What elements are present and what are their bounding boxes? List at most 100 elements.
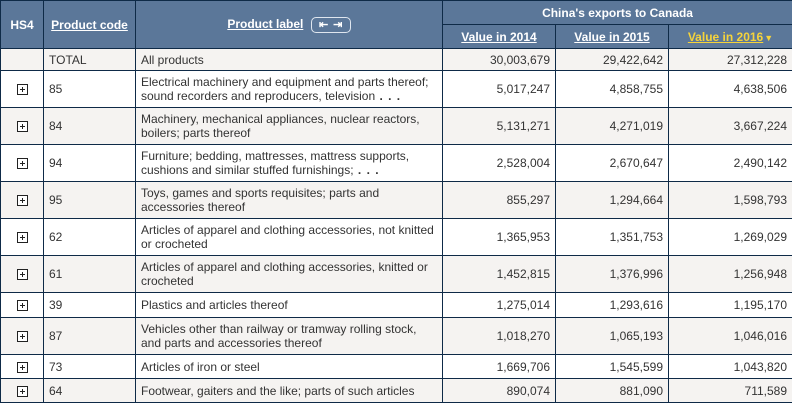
product-label-cell: Electrical machinery and equipment and p… [135,70,443,108]
product-code-cell: 95 [43,181,136,219]
value-2015-cell: 1,293,616 [555,292,669,318]
expand-cell [0,181,44,219]
value-2015-cell: 2,670,647 [555,144,669,182]
table-row: 62 Articles of apparel and clothing acces… [0,218,792,256]
value-2016-cell: 1,043,820 [667,354,792,379]
product-code-sort-link[interactable]: Product code [51,17,128,32]
product-label-cell: Articles of iron or steel [135,354,443,379]
label-width-toggle-button[interactable]: ⇤ ⇥ [310,16,351,33]
product-code-cell: 39 [43,292,136,318]
value-2016-cell: 4,638,506 [667,70,792,108]
product-code-cell: 61 [43,255,136,293]
product-code-cell: 62 [43,218,136,256]
value-2015-cell: 1,065,193 [555,317,669,355]
product-label-cell: Furniture; bedding, mattresses, mattress… [135,144,443,182]
product-label-text: Electrical machinery and equipment and p… [141,75,429,103]
value-2015-cell: 1,294,664 [555,181,669,219]
product-label-text: Footwear, gaiters and the like; parts of… [141,383,415,398]
product-label-text: Articles of apparel and clothing accesso… [141,260,428,288]
product-label-text: Machinery, mechanical appliances, nuclea… [141,112,420,140]
expand-cell [0,144,44,182]
product-label-text: Vehicles other than railway or tramway r… [141,322,417,350]
product-code-cell: 87 [43,317,136,355]
product-label-cell: All products [135,48,443,71]
table-row: 94 Furniture; bedding, mattresses, mattre… [0,144,792,182]
value-2014-cell: 1,275,014 [442,292,556,318]
expand-cell [0,107,44,145]
product-label-cell: Vehicles other than railway or tramway r… [135,317,443,355]
expand-plus-icon[interactable] [16,300,28,312]
value-2014-cell: 30,003,679 [442,48,556,71]
value-2015-cell: 881,090 [555,378,669,403]
value-2016-cell: 1,046,016 [667,317,792,355]
expand-cell [0,292,44,318]
value-2015-cell: 1,376,996 [555,255,669,293]
expand-plus-icon[interactable] [16,269,28,281]
value-2016-cell: 27,312,228 [667,48,792,71]
expand-cell [0,317,44,355]
exports-group-title: China's exports to Canada [542,5,693,20]
product-code-cell: TOTAL [43,48,136,71]
product-label-text: Plastics and articles thereof [141,298,288,312]
value-2014-header: Value in 2014 [442,24,556,49]
table-row: 61 Articles of apparel and clothing acces… [0,255,792,293]
expand-plus-icon[interactable] [16,121,28,133]
product-code-header: Product code [43,0,136,49]
value-2016-cell: 3,667,224 [667,107,792,145]
value-2014-cell: 2,528,004 [442,144,556,182]
value-2016-cell: 1,269,029 [667,218,792,256]
hs4-header-label: HS4 [10,17,34,32]
exports-group-header: China's exports to Canada [441,0,792,25]
product-code-cell: 85 [43,70,136,108]
table-row: 39 Plastics and articles thereof 1,275,014… [0,292,792,318]
product-label-sort-link[interactable]: Product label [227,16,304,31]
product-label-cell: Toys, games and sports requisites; parts… [135,181,443,219]
table-row: TOTAL All products 30,003,679 29,422,642 27,… [0,48,792,71]
value-2014-cell: 855,297 [442,181,556,219]
collapse-arrow-icon: ⇤ [318,18,329,31]
product-label-text: Toys, games and sports requisites; parts… [141,186,380,214]
product-label-cell: Footwear, gaiters and the like; parts of… [135,378,443,403]
value-2014-cell: 5,017,247 [442,70,556,108]
expand-cell [0,354,44,379]
product-code-cell: 73 [43,354,136,379]
expand-plus-icon[interactable] [16,385,28,397]
value-2016-cell: 1,598,793 [667,181,792,219]
value-2015-cell: 1,545,599 [555,354,669,379]
value-2016-header: Value in 2016▼ [667,24,792,49]
table-row: 84 Machinery, mechanical appliances, nucl… [0,107,792,145]
expand-plus-icon[interactable] [16,195,28,207]
product-code-cell: 64 [43,378,136,403]
table-row: 87 Vehicles other than railway or tramway… [0,317,792,355]
product-label-cell: Articles of apparel and clothing accesso… [135,218,443,256]
product-label-text: All products [141,52,204,67]
product-label-text: Articles of iron or steel [141,359,260,374]
value-2016-sort-link[interactable]: Value in 2016 [687,29,764,44]
value-2014-cell: 1,452,815 [442,255,556,293]
value-2014-sort-link[interactable]: Value in 2014 [461,29,537,44]
value-2015-cell: 4,271,019 [555,107,669,145]
expand-plus-icon[interactable] [16,361,28,373]
expand-plus-icon[interactable] [16,232,28,244]
value-2014-cell: 890,074 [442,378,556,403]
expand-plus-icon[interactable] [16,84,28,96]
expand-arrow-icon: ⇥ [333,18,343,31]
expand-cell [0,378,44,403]
product-label-header: Product label ⇤ ⇥ [135,0,443,49]
product-code-cell: 94 [43,144,136,182]
value-2016-cell: 711,589 [667,378,792,403]
product-label-cell: Plastics and articles thereof [135,292,443,318]
hs4-header: HS4 [0,0,44,49]
value-2014-cell: 1,669,706 [442,354,556,379]
expand-plus-icon[interactable] [16,331,28,343]
product-label-text: Articles of apparel and clothing accesso… [141,223,434,251]
sort-descending-icon: ▼ [764,32,774,43]
expand-plus-icon[interactable] [16,158,28,170]
value-2015-header: Value in 2015 [555,24,669,49]
value-2016-cell: 1,256,948 [667,255,792,293]
expand-cell [0,70,44,108]
expand-cell [0,48,44,71]
value-2015-sort-link[interactable]: Value in 2015 [574,29,650,44]
value-2016-cell: 2,490,142 [667,144,792,182]
